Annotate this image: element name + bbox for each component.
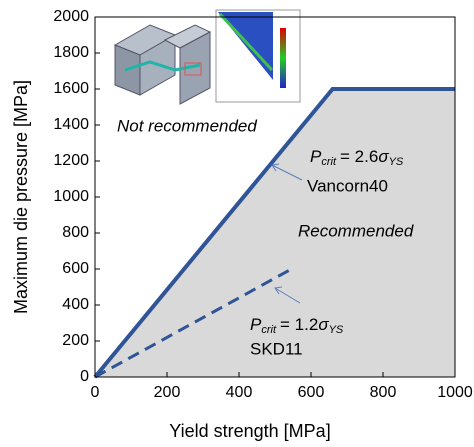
x-tick-label: 200: [154, 384, 181, 401]
y-tick-label: 1600: [53, 80, 89, 97]
y-tick-label: 1400: [53, 116, 89, 133]
x-tick-label: 0: [91, 384, 100, 401]
y-tick-label: 1200: [53, 152, 89, 169]
x-tick-label: 400: [226, 384, 253, 401]
formula-part: crit: [261, 324, 277, 336]
y-tick-label: 1800: [53, 44, 89, 61]
formula-part: P: [250, 315, 262, 334]
formula-part: YS: [389, 156, 404, 168]
y-tick-label: 0: [80, 368, 89, 385]
contour-colorbar: [280, 28, 286, 88]
formula-part: P: [310, 147, 322, 166]
annotation: Recommended: [298, 221, 414, 240]
x-tick-label: 1000: [437, 384, 473, 401]
formula-part: YS: [329, 324, 344, 336]
inset-images: [108, 10, 300, 110]
series-label: Vancorn40: [307, 176, 388, 195]
formula-part: = 2.6: [340, 147, 378, 166]
y-tick-label: 600: [62, 260, 89, 277]
y-tick-label: 800: [62, 224, 89, 241]
formula-part: = 1.2: [280, 315, 318, 334]
x-tick-label: 800: [370, 384, 397, 401]
x-axis-label: Yield strength [MPa]: [169, 421, 330, 441]
x-tick-label: 600: [298, 384, 325, 401]
series-label: SKD11: [250, 339, 303, 358]
y-tick-label: 200: [62, 332, 89, 349]
chart: Not recommended Recommended Pcrit= 2.6σY…: [0, 0, 474, 447]
annotation: Not recommended: [117, 116, 257, 135]
y-tick-label: 2000: [53, 8, 89, 25]
y-tick-label: 400: [62, 296, 89, 313]
y-tick-label: 1000: [53, 188, 89, 205]
y-axis-label: Maximum die pressure [MPa]: [11, 80, 31, 314]
formula-part: crit: [321, 156, 337, 168]
